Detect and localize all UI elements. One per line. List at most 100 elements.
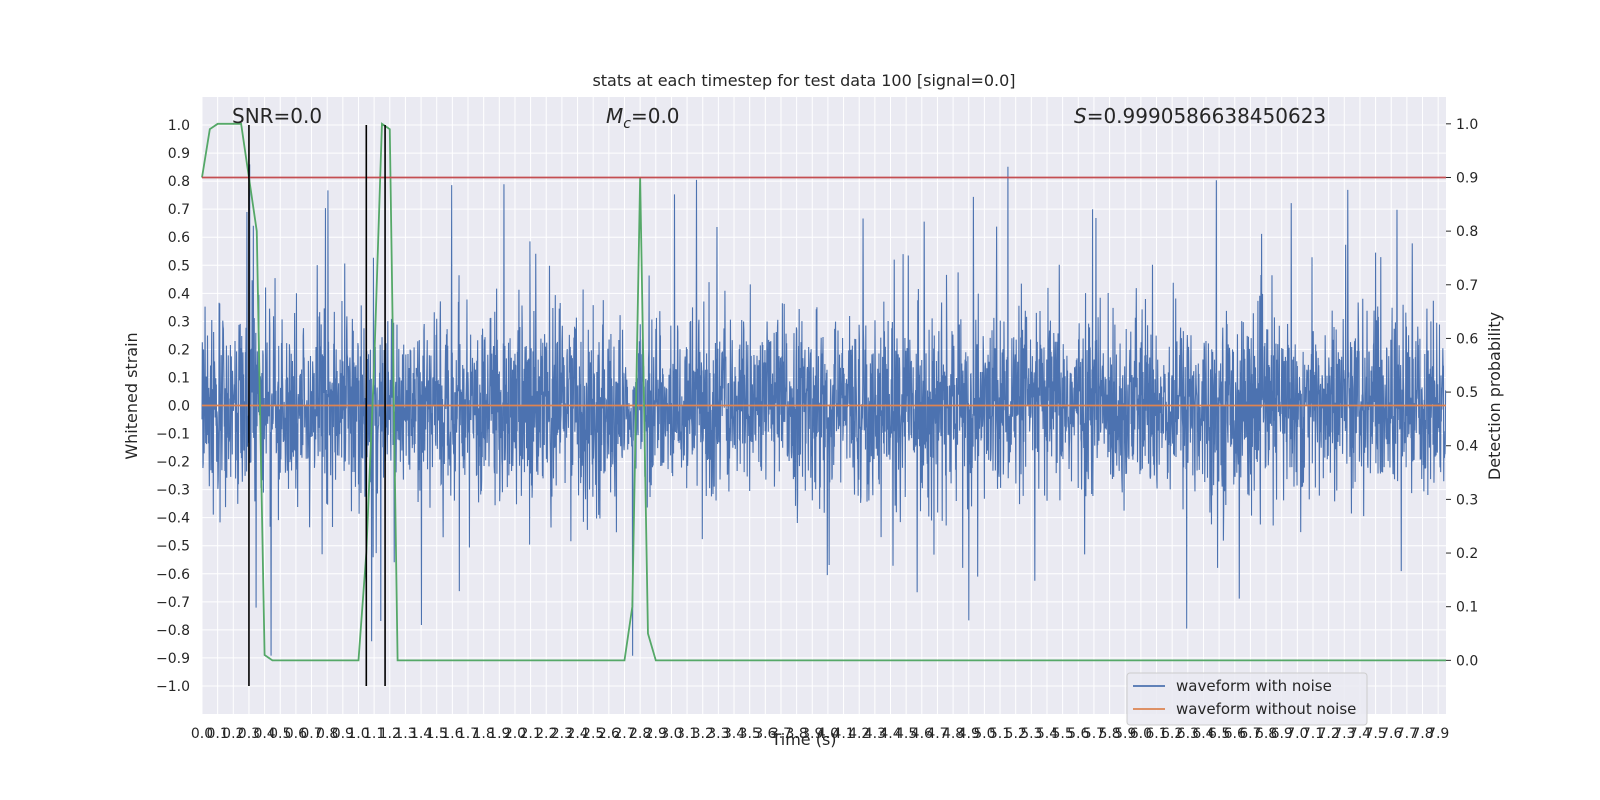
y-tick-label-left: −0.4 — [156, 511, 190, 527]
y-tick-label-left: −0.2 — [156, 455, 190, 471]
x-tick-label: 2.8 — [629, 726, 651, 742]
x-tick-label: 4.0 — [817, 726, 839, 742]
x-tick-label: 0.8 — [316, 726, 338, 742]
x-tick-label: 4.4 — [879, 726, 901, 742]
x-tick-label: 0.9 — [332, 726, 354, 742]
s-value: =0.9990586638450623 — [1087, 104, 1326, 128]
y-tick-label-right: 1.0 — [1456, 117, 1478, 133]
x-tick-label: 2.5 — [582, 726, 604, 742]
y-tick-label-left: −0.8 — [156, 623, 190, 639]
legend-label-noise: waveform with noise — [1176, 677, 1332, 695]
y-tick-label-left: 0.9 — [168, 146, 190, 162]
x-tick-label: 7.6 — [1380, 726, 1402, 742]
x-tick-label: 5.6 — [1067, 726, 1089, 742]
y-tick-label-right: 0.7 — [1456, 278, 1478, 294]
x-tick-label: 7.8 — [1411, 726, 1433, 742]
y-tick-label-left: −1.0 — [156, 679, 190, 695]
y-tick-label-right: 0.0 — [1456, 653, 1478, 669]
ticks: 0.00.10.20.30.40.50.60.70.80.91.01.11.21… — [156, 117, 1478, 742]
x-tick-label: 2.1 — [519, 726, 541, 742]
x-tick-label: 6.2 — [1161, 726, 1183, 742]
x-axis-label: Time (s) — [770, 730, 836, 749]
x-tick-label: 0.3 — [238, 726, 260, 742]
x-tick-label: 3.3 — [707, 726, 729, 742]
y-tick-label-left: 0.5 — [168, 258, 190, 274]
x-tick-label: 1.7 — [457, 726, 479, 742]
y-tick-label-right: 0.1 — [1456, 600, 1478, 616]
x-tick-label: 6.9 — [1271, 726, 1293, 742]
x-tick-label: 1.0 — [347, 726, 369, 742]
x-tick-label: 3.1 — [676, 726, 698, 742]
x-tick-label: 2.7 — [613, 726, 635, 742]
x-tick-label: 6.5 — [1208, 726, 1230, 742]
x-tick-label: 3.8 — [785, 726, 807, 742]
s-symbol: S — [1074, 104, 1087, 128]
x-tick-label: 3.9 — [801, 726, 823, 742]
x-tick-label: 5.3 — [1020, 726, 1042, 742]
x-tick-label: 7.5 — [1364, 726, 1386, 742]
x-tick-label: 0.7 — [300, 726, 322, 742]
x-tick-label: 5.2 — [1005, 726, 1027, 742]
x-tick-label: 2.4 — [566, 726, 588, 742]
x-tick-label: 1.5 — [426, 726, 448, 742]
y-tick-label-right: 0.4 — [1456, 439, 1478, 455]
y-tick-label-left: 1.0 — [168, 118, 190, 134]
y-tick-label-right: 0.5 — [1456, 385, 1478, 401]
y-tick-label-left: −0.3 — [156, 483, 190, 499]
y-tick-label-right: 0.8 — [1456, 224, 1478, 240]
x-tick-label: 1.9 — [488, 726, 510, 742]
x-tick-label: 7.1 — [1302, 726, 1324, 742]
x-tick-label: 5.8 — [1098, 726, 1120, 742]
mc-annotation: Mc=0.0 — [606, 104, 680, 132]
x-tick-label: 6.4 — [1192, 726, 1214, 742]
x-tick-label: 4.8 — [942, 726, 964, 742]
y-tick-label-left: 0.0 — [168, 399, 190, 415]
y-tick-label-left: −0.9 — [156, 651, 190, 667]
x-tick-label: 1.2 — [379, 726, 401, 742]
x-tick-label: 2.6 — [598, 726, 620, 742]
x-tick-label: 5.1 — [989, 726, 1011, 742]
y-tick-label-left: 0.4 — [168, 286, 190, 302]
x-tick-label: 0.0 — [191, 726, 213, 742]
y-tick-label-left: 0.6 — [168, 230, 190, 246]
x-tick-label: 6.0 — [1130, 726, 1152, 742]
legend-label-clean: waveform without noise — [1176, 700, 1356, 718]
legend: waveform with noise waveform without noi… — [1126, 672, 1368, 726]
y-tick-label-left: 0.7 — [168, 202, 190, 218]
mc-subscript: c — [623, 116, 631, 132]
x-tick-label: 4.9 — [958, 726, 980, 742]
x-tick-label: 2.2 — [535, 726, 557, 742]
x-tick-label: 4.1 — [832, 726, 854, 742]
x-tick-label: 1.6 — [441, 726, 463, 742]
x-tick-label: 7.4 — [1349, 726, 1371, 742]
y-tick-label-left: 0.1 — [168, 370, 190, 386]
x-tick-label: 4.6 — [911, 726, 933, 742]
x-tick-label: 7.2 — [1318, 726, 1340, 742]
y-tick-label-left: 0.2 — [168, 342, 190, 358]
x-tick-label: 4.5 — [895, 726, 917, 742]
s-annotation: S=0.9990586638450623 — [1074, 104, 1326, 128]
x-tick-label: 2.3 — [551, 726, 573, 742]
y-tick-label-left: −0.7 — [156, 595, 190, 611]
snr-annotation: SNR=0.0 — [232, 104, 322, 128]
x-tick-label: 4.2 — [848, 726, 870, 742]
x-tick-label: 7.0 — [1286, 726, 1308, 742]
y-tick-label-right: 0.6 — [1456, 331, 1478, 347]
x-tick-label: 3.5 — [739, 726, 761, 742]
x-tick-label: 3.6 — [754, 726, 776, 742]
x-tick-label: 0.5 — [269, 726, 291, 742]
x-tick-label: 1.8 — [473, 726, 495, 742]
y-tick-label-left: −0.1 — [156, 427, 190, 443]
x-tick-label: 6.7 — [1239, 726, 1261, 742]
y-tick-label-right: 0.3 — [1456, 492, 1478, 508]
x-tick-label: 5.4 — [1036, 726, 1058, 742]
x-tick-label: 5.0 — [973, 726, 995, 742]
x-tick-label: 1.4 — [410, 726, 432, 742]
chart-title: stats at each timestep for test data 100… — [592, 71, 1015, 90]
mc-value: =0.0 — [631, 104, 680, 128]
x-tick-label: 7.9 — [1427, 726, 1449, 742]
vertical-markers — [248, 125, 386, 686]
x-tick-label: 2.9 — [645, 726, 667, 742]
waveform-with-noise-line — [201, 164, 1447, 656]
